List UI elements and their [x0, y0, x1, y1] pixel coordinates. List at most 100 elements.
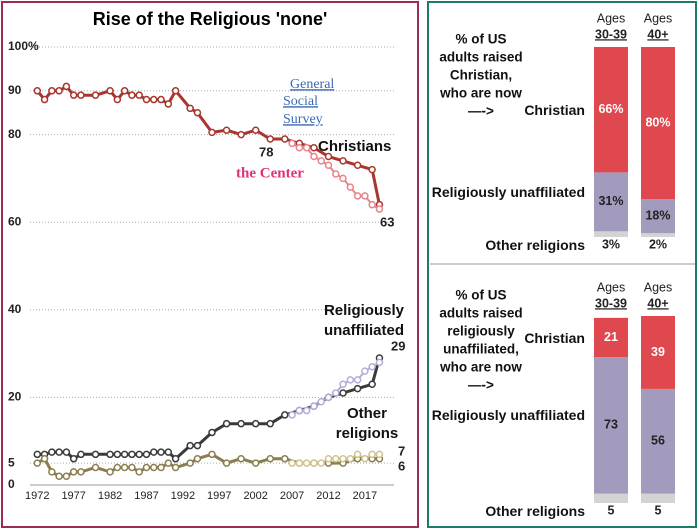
panel-title: % of US — [455, 288, 506, 303]
data-point — [281, 454, 289, 463]
data-point — [33, 87, 42, 95]
data-point — [171, 454, 180, 463]
y-tick-label: 20 — [8, 390, 22, 404]
source-annotation: the Center — [236, 165, 304, 181]
data-label: 2% — [649, 237, 667, 251]
data-point — [266, 135, 274, 143]
data-point — [353, 450, 362, 459]
data-point — [281, 411, 289, 419]
data-point — [295, 459, 304, 467]
data-point — [69, 454, 78, 463]
bar-segment — [594, 493, 628, 503]
data-point — [33, 450, 42, 459]
data-point — [237, 419, 245, 428]
data-point — [237, 454, 245, 463]
data-point — [171, 463, 180, 472]
data-label: 5 — [608, 503, 615, 517]
category-header: Ages — [597, 280, 626, 294]
data-point — [157, 95, 165, 104]
data-point — [48, 468, 56, 476]
source-annotation: General — [290, 77, 334, 92]
data-point — [208, 428, 216, 437]
data-point — [324, 152, 333, 161]
data-point — [48, 87, 56, 95]
data-point — [113, 95, 122, 104]
data-label: 7 — [398, 443, 405, 458]
data-point — [353, 384, 362, 393]
data-point — [346, 376, 355, 384]
data-point — [346, 454, 355, 463]
category-label: 40+ — [647, 27, 668, 41]
series-label: Christians — [318, 138, 392, 155]
data-label: 39 — [651, 345, 665, 359]
data-point — [91, 91, 100, 99]
data-point — [317, 398, 325, 406]
data-point — [48, 448, 56, 456]
data-point — [222, 126, 231, 134]
right-panel-border — [427, 1, 697, 528]
y-tick-label: 0 — [8, 477, 15, 491]
data-point — [40, 454, 49, 463]
data-point — [164, 459, 173, 467]
panel-title: religiously — [447, 324, 515, 339]
data-point — [157, 463, 165, 472]
data-label: 21 — [604, 330, 618, 344]
x-tick-label: 2017 — [353, 490, 377, 502]
y-tick-label: 80 — [8, 127, 22, 141]
data-point — [361, 367, 369, 375]
data-point — [164, 448, 173, 456]
bar-segment — [641, 493, 675, 503]
data-point — [332, 454, 340, 463]
chart-title: Rise of the Religious 'none' — [93, 9, 328, 29]
panel-title: adults raised — [439, 50, 522, 65]
data-point — [266, 454, 274, 463]
data-label: 18% — [645, 208, 670, 222]
data-point — [186, 459, 194, 467]
x-tick-label: 2007 — [280, 490, 304, 502]
data-point — [186, 441, 194, 450]
y-tick-label: 100% — [8, 39, 39, 53]
series-label: Christian — [524, 329, 585, 346]
bar-segment — [641, 199, 675, 234]
data-point — [135, 468, 143, 476]
data-point — [40, 95, 49, 104]
data-point — [91, 463, 100, 472]
data-point — [150, 95, 158, 104]
category-header: Ages — [644, 280, 673, 294]
data-point — [251, 126, 260, 134]
data-point — [171, 87, 180, 95]
data-point — [339, 174, 347, 183]
data-label: 3% — [602, 237, 620, 251]
data-point — [150, 463, 158, 472]
data-point — [62, 472, 71, 480]
bar-segment — [594, 317, 628, 358]
data-point — [302, 406, 311, 415]
data-point — [332, 170, 340, 178]
data-point — [324, 454, 333, 463]
data-point — [222, 459, 231, 467]
data-point — [375, 450, 384, 459]
data-point — [368, 380, 376, 389]
category-label: 30-39 — [595, 296, 627, 310]
data-point — [77, 450, 85, 459]
data-point — [310, 402, 318, 410]
data-point — [135, 91, 143, 99]
data-point — [295, 143, 304, 152]
bar-segment — [641, 316, 675, 389]
data-label: 6 — [398, 458, 405, 473]
data-point — [310, 152, 318, 161]
data-point — [164, 100, 173, 108]
series-label: Other religions — [485, 503, 585, 519]
data-point — [62, 82, 71, 91]
x-tick-label: 1987 — [134, 490, 158, 502]
data-point — [353, 161, 362, 170]
data-point — [353, 376, 362, 384]
data-point — [368, 450, 376, 459]
data-point — [361, 192, 369, 200]
panel-title: who are now — [439, 360, 522, 375]
data-point — [339, 389, 347, 397]
data-point — [251, 419, 260, 428]
bar-segment — [641, 388, 675, 494]
data-point — [186, 104, 194, 113]
